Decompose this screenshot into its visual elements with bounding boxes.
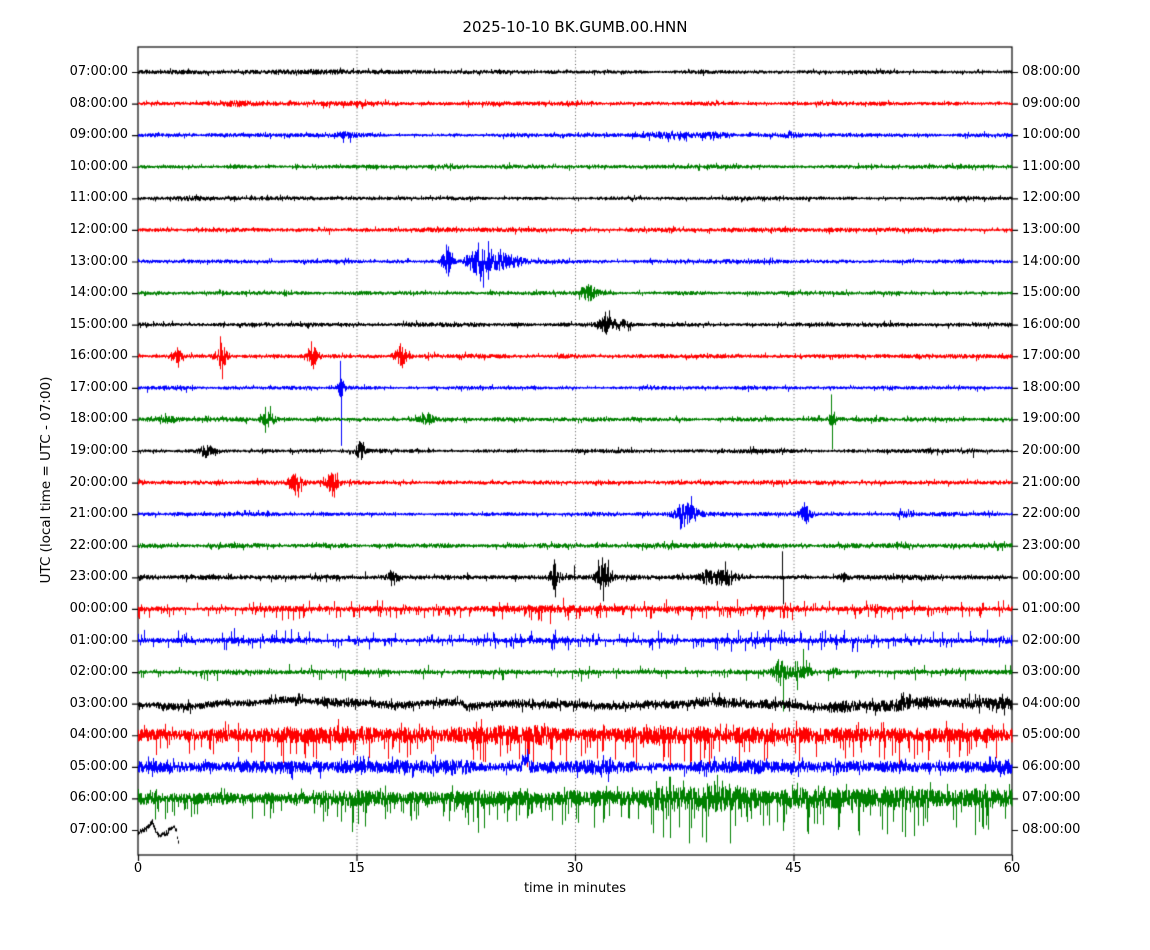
right-time-label: 00:00:00 — [1022, 569, 1081, 585]
right-time-label: 15:00:00 — [1022, 285, 1081, 301]
left-time-label: 00:00:00 — [69, 600, 128, 616]
left-time-label: 04:00:00 — [69, 727, 128, 743]
right-time-label: 16:00:00 — [1022, 316, 1081, 332]
chart-title: 2025-10-10 BK.GUMB.00.HNN — [462, 18, 688, 36]
left-time-label: 08:00:00 — [69, 95, 128, 111]
right-time-label: 17:00:00 — [1022, 348, 1081, 364]
left-time-label: 12:00:00 — [69, 221, 128, 237]
left-time-label: 03:00:00 — [69, 695, 128, 711]
left-time-label: 18:00:00 — [69, 411, 128, 427]
left-time-label: 17:00:00 — [69, 379, 128, 395]
left-time-label: 23:00:00 — [69, 569, 128, 585]
right-time-label: 04:00:00 — [1022, 695, 1081, 711]
left-time-label: 13:00:00 — [69, 253, 128, 269]
x-tick-label: 0 — [133, 861, 143, 876]
right-time-label: 21:00:00 — [1022, 474, 1081, 490]
left-time-label: 20:00:00 — [69, 474, 128, 490]
x-tick-label: 60 — [1003, 861, 1021, 876]
right-time-label: 10:00:00 — [1022, 127, 1081, 143]
left-time-label: 19:00:00 — [69, 443, 128, 458]
left-time-label: 05:00:00 — [69, 758, 128, 774]
right-time-label: 11:00:00 — [1022, 158, 1081, 174]
right-time-label: 18:00:00 — [1022, 379, 1081, 395]
right-time-label: 23:00:00 — [1022, 537, 1081, 553]
right-time-label: 03:00:00 — [1022, 664, 1081, 680]
right-time-label: 13:00:00 — [1022, 221, 1081, 237]
x-tick-label: 15 — [348, 861, 365, 876]
y-axis-label: UTC (local time = UTC - 07:00) — [38, 376, 54, 584]
left-time-label: 11:00:00 — [69, 190, 128, 206]
left-time-label: 21:00:00 — [69, 506, 128, 522]
right-time-label: 08:00:00 — [1022, 822, 1081, 837]
left-time-label: 07:00:00 — [69, 822, 128, 837]
right-time-label: 07:00:00 — [1022, 790, 1081, 806]
left-time-label: 07:00:00 — [69, 64, 128, 79]
left-time-label: 06:00:00 — [69, 790, 128, 806]
x-tick-label: 30 — [566, 861, 584, 876]
right-time-label: 09:00:00 — [1022, 95, 1081, 111]
left-time-label: 16:00:00 — [69, 348, 128, 364]
left-time-label: 22:00:00 — [69, 537, 128, 553]
right-time-label: 06:00:00 — [1022, 758, 1081, 774]
right-time-label: 19:00:00 — [1022, 411, 1081, 427]
left-time-label: 09:00:00 — [69, 127, 128, 143]
right-time-label: 02:00:00 — [1022, 632, 1081, 648]
right-time-label: 14:00:00 — [1022, 253, 1081, 269]
right-time-label: 05:00:00 — [1022, 727, 1081, 743]
right-time-label: 08:00:00 — [1022, 64, 1081, 79]
right-time-label: 20:00:00 — [1022, 443, 1081, 458]
x-axis-label: time in minutes — [523, 881, 627, 896]
left-time-label: 10:00:00 — [69, 158, 128, 174]
right-time-label: 01:00:00 — [1022, 600, 1081, 616]
right-time-label: 22:00:00 — [1022, 506, 1081, 522]
left-time-label: 01:00:00 — [69, 632, 128, 648]
left-time-label: 15:00:00 — [69, 316, 128, 332]
x-tick-label: 45 — [785, 861, 802, 876]
left-time-label: 14:00:00 — [69, 285, 128, 301]
left-time-label: 02:00:00 — [69, 664, 128, 680]
right-time-label: 12:00:00 — [1022, 190, 1081, 206]
